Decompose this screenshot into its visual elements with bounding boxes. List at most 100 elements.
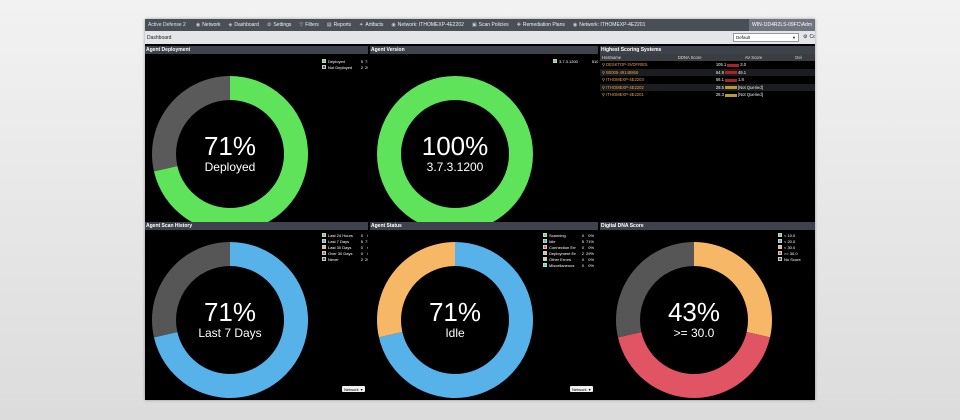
score-bar bbox=[724, 86, 737, 90]
legend-item[interactable]: < 20.0 bbox=[778, 238, 815, 244]
legend-swatch bbox=[778, 239, 782, 243]
nav-tab[interactable]: ✦ Artifacts bbox=[355, 19, 387, 31]
donut-svg bbox=[152, 76, 308, 232]
nav-tab[interactable]: ◉ Network bbox=[192, 19, 225, 31]
legend-item[interactable]: 3.7.3.1200 5100% bbox=[553, 58, 598, 64]
table-row[interactable]: ⚲ITHOMEXP-4E2201 28.3 [Not Queried] bbox=[600, 91, 815, 99]
legend-label: < 20.0 bbox=[784, 238, 796, 244]
donut-slice[interactable] bbox=[152, 242, 230, 338]
legend-item[interactable]: < 10.0 bbox=[778, 232, 815, 238]
legend-item[interactable]: < 30.0 bbox=[778, 244, 815, 250]
legend-item[interactable]: No Score bbox=[778, 256, 815, 262]
legend-label: Not Deployed bbox=[328, 64, 353, 70]
donut-center-label: 71% Last 7 Days bbox=[152, 298, 308, 340]
nav-tab-label: Network bbox=[202, 22, 221, 28]
donut-slice[interactable] bbox=[616, 242, 694, 338]
donut-center-label: 71% Deployed bbox=[152, 132, 308, 174]
legend-item[interactable]: Connection Error 0 0% bbox=[543, 244, 594, 250]
nav-tab[interactable]: ✚ Remediation Plans bbox=[513, 19, 569, 31]
hostname-cell: ⚲ITHOMEXP-4E2201 bbox=[600, 91, 676, 99]
legend-item[interactable]: Not Deployed 229% bbox=[322, 64, 368, 70]
donut-percentage: 71% bbox=[203, 131, 257, 161]
configure-button[interactable]: ⚙ Co bbox=[803, 34, 815, 40]
layout-select[interactable]: Default ▼ bbox=[733, 33, 799, 42]
policy-icon: ▣ bbox=[471, 22, 477, 28]
legend-label: < 10.0 bbox=[784, 232, 796, 238]
legend-item[interactable]: Other Errors 0 0% bbox=[543, 256, 594, 262]
donut-slice[interactable] bbox=[377, 76, 533, 232]
nav-tab[interactable]: ◉ Network: ITHOMEXP-4E2201 bbox=[569, 19, 650, 31]
nav-tab[interactable]: ▤ Reports bbox=[323, 19, 355, 31]
legend-percent: 0% bbox=[588, 244, 594, 250]
legend-item[interactable]: Deployment Error 229% bbox=[543, 250, 594, 256]
nav-tab[interactable]: ◉ Network: ITHOMEXP-4E2202 bbox=[387, 19, 468, 31]
donut-slice[interactable] bbox=[152, 76, 230, 172]
legend-item[interactable]: Last 7 Days 571% bbox=[322, 238, 368, 244]
table-row[interactable]: ⚲DESKTOP-3VDFRIE5 105.1 3.0 bbox=[600, 61, 815, 69]
hostname-link[interactable]: DESKTOP-3VDFRIE5 bbox=[606, 62, 648, 68]
ddna-score-value: 28.3 bbox=[715, 92, 724, 98]
legend-swatch bbox=[322, 59, 326, 63]
column-header[interactable]: Hostname bbox=[600, 54, 676, 61]
legend-item[interactable]: Last 24 Hours 00% bbox=[322, 232, 368, 238]
legend-item[interactable]: Last 30 Days 00% bbox=[322, 244, 368, 250]
network-filter-button[interactable]: Network▾ bbox=[570, 386, 593, 392]
user-menu[interactable]: WIN-1ID4R2LS-09FC\Adm bbox=[748, 19, 815, 31]
host-status-icon: ⚲ bbox=[602, 84, 606, 90]
legend-count: 0 bbox=[581, 232, 584, 238]
nav-tab[interactable]: ▣ Scan Policies bbox=[468, 19, 513, 31]
score-bar bbox=[727, 63, 740, 67]
panel-title: Agent Deployment bbox=[145, 46, 368, 54]
legend-percent: 100% bbox=[594, 58, 598, 64]
donut-category: 3.7.3.1200 bbox=[426, 160, 484, 174]
nav-tabs: ◉ Network ◈ Dashboard ⚙ Settings ▽ Filters ▤ Repo… bbox=[192, 19, 650, 31]
nav-tab-label: Network: ITHOMEXP-4E2202 bbox=[397, 22, 464, 28]
legend-item[interactable]: >= 30.0 bbox=[778, 250, 815, 256]
column-header[interactable]: AV Score bbox=[742, 54, 794, 61]
table-row[interactable]: ⚲ITHOMEXP-4E2202 28.5 [Not Queried] bbox=[600, 83, 815, 91]
nav-tab-label: Settings bbox=[273, 22, 292, 28]
donut-slice[interactable] bbox=[617, 332, 771, 398]
legend-count: 5 bbox=[360, 58, 363, 64]
column-header[interactable]: DDNA Score bbox=[675, 54, 743, 61]
donut-slice[interactable] bbox=[694, 242, 772, 338]
av-score-value: [Not Queried] bbox=[737, 84, 763, 90]
hostname-link[interactable]: ITHOMEXP-4E2203 bbox=[606, 77, 644, 83]
donut-slice[interactable] bbox=[153, 242, 308, 398]
column-header[interactable]: Del bbox=[793, 54, 815, 61]
table-row[interactable]: ⚲B0005-49148866 64.9 49.1 bbox=[600, 68, 815, 76]
hostname-link[interactable]: ITHOMEXP-4E2202 bbox=[606, 84, 644, 90]
hostname-link[interactable]: ITHOMEXP-4E2201 bbox=[606, 92, 644, 98]
hostname-cell: ⚲DESKTOP-3VDFRIE5 bbox=[600, 61, 676, 69]
legend-swatch bbox=[543, 257, 547, 261]
legend-item[interactable]: Miscellaneous 0 0% bbox=[543, 262, 594, 268]
legend-item[interactable]: Over 30 Days 00% bbox=[322, 250, 368, 256]
donut-category: Last 7 Days bbox=[198, 326, 262, 340]
legend-item[interactable]: Deployed 571% bbox=[322, 58, 368, 64]
legend-item[interactable]: Scanning 0 0% bbox=[543, 232, 594, 238]
network-icon: ◉ bbox=[391, 22, 396, 28]
donut-slice[interactable] bbox=[378, 242, 533, 398]
nav-tab[interactable]: ⚙ Settings bbox=[263, 19, 296, 31]
table-row[interactable]: ⚲ITHOMEXP-4E2203 56.1 1.8 bbox=[600, 76, 815, 84]
configure-label: Co bbox=[809, 34, 815, 40]
nav-tab[interactable]: ▽ Filters bbox=[295, 19, 322, 31]
nav-tab[interactable]: ◈ Dashboard bbox=[225, 19, 263, 31]
hostname-link[interactable]: B0005-49148866 bbox=[606, 69, 639, 75]
donut-slice[interactable] bbox=[377, 242, 455, 338]
legend-swatch bbox=[553, 59, 557, 63]
donut-svg bbox=[616, 242, 772, 398]
ddna-score-value: 28.5 bbox=[715, 84, 724, 90]
legend-count: 0 bbox=[581, 262, 584, 268]
donut-slice[interactable] bbox=[153, 76, 308, 232]
legend-swatch bbox=[778, 257, 782, 261]
legend-item[interactable]: Never 229% bbox=[322, 256, 368, 262]
legend-percent: 0% bbox=[363, 233, 368, 238]
network-filter-button[interactable]: Network▾ bbox=[342, 386, 365, 392]
panel-title: Agent Status bbox=[370, 222, 598, 230]
legend-swatch bbox=[543, 263, 547, 267]
legend-item[interactable]: Idle 5 71% bbox=[543, 238, 594, 244]
host-status-icon: ⚲ bbox=[602, 77, 606, 83]
nav-tab-label: Scan Policies bbox=[478, 22, 509, 28]
